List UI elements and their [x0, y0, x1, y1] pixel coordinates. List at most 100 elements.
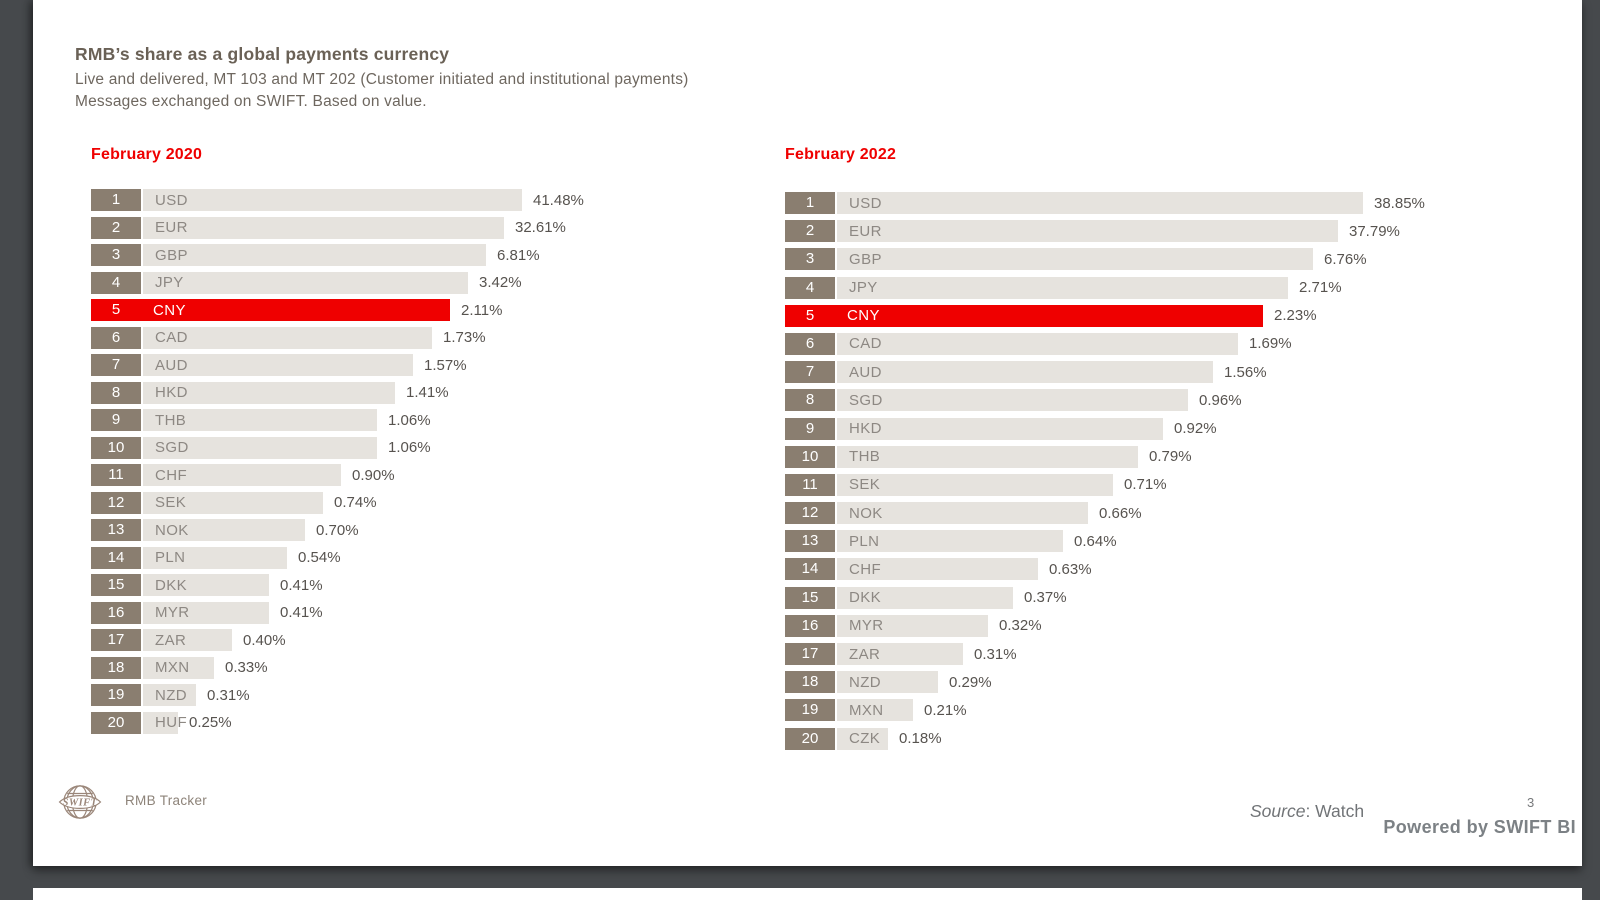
rank-badge: 5 [91, 299, 141, 321]
chart-title-february-2022: February 2022 [785, 146, 897, 163]
chart-row: 15 DKK 0.37% [785, 586, 1425, 609]
chart-row: 16 MYR 0.32% [785, 614, 1425, 637]
currency-bar: NZD [143, 684, 196, 706]
currency-bar: HKD [143, 381, 395, 404]
source-value: : Watch [1305, 801, 1365, 821]
currency-bar: AUD [837, 361, 1213, 384]
rank-badge: 9 [91, 409, 141, 431]
chart-row: 7 AUD 1.56% [785, 361, 1425, 384]
chart-row: 3 GBP 6.76% [785, 248, 1425, 271]
chart-row: 1 USD 38.85% [785, 192, 1425, 214]
currency-bar: CHF [837, 558, 1038, 581]
value-label: 0.71% [1124, 476, 1167, 494]
chart-row: 19 NZD 0.31% [91, 684, 584, 706]
rmb-tracker-label: RMB Tracker [125, 793, 208, 808]
next-page-edge [33, 888, 1582, 900]
value-label: 0.31% [974, 645, 1017, 663]
value-label: 0.74% [334, 494, 377, 511]
currency-label: ZAR [849, 645, 881, 663]
currency-bar: HUF [143, 711, 187, 734]
currency-label: CAD [849, 335, 882, 353]
rank-badge: 1 [91, 189, 141, 211]
chart-row: 8 HKD 1.41% [91, 381, 584, 404]
chart-row: 19 MXN 0.21% [785, 699, 1425, 722]
chart-row: 10 SGD 1.06% [91, 436, 584, 459]
currency-bar: ZAR [837, 643, 963, 665]
currency-label: CZK [849, 730, 881, 748]
currency-label: SEK [849, 476, 881, 494]
rank-badge: 19 [91, 684, 141, 706]
rank-badge: 18 [91, 656, 141, 679]
chart-row: 9 THB 1.06% [91, 409, 584, 431]
currency-label: CNY [847, 307, 880, 325]
rank-badge: 9 [785, 417, 835, 440]
rank-badge: 11 [785, 473, 835, 496]
currency-label: DKK [849, 589, 882, 607]
currency-label: MYR [849, 617, 884, 635]
value-label: 2.71% [1299, 279, 1342, 297]
value-label: 37.79% [1349, 222, 1400, 240]
slide-subtitle-line2: Messages exchanged on SWIFT. Based on va… [75, 93, 427, 110]
rank-badge: 8 [91, 381, 141, 404]
rank-badge: 6 [91, 326, 141, 349]
chart-row: 20 HUF 0.25% [91, 711, 584, 734]
highlight-currency-bar: CNY [835, 304, 1263, 327]
chart-row: 14 PLN 0.54% [91, 546, 584, 569]
chart-rows: 1 USD 38.85% 2 EUR 37.79% 3 GBP 6.76% 4 JPY 2.71% 5 C… [785, 192, 1425, 750]
chart-rows: 1 USD 41.48% 2 EUR 32.61% 3 GBP 6.81% 4 JPY 3.42% 5 C… [91, 189, 584, 734]
currency-label: USD [849, 194, 882, 212]
value-label: 0.37% [1024, 589, 1067, 607]
currency-label: EUR [849, 222, 882, 240]
chart-row: 18 NZD 0.29% [785, 671, 1425, 694]
rank-badge: 12 [785, 502, 835, 525]
value-label: 1.06% [388, 439, 431, 456]
rank-badge: 6 [785, 332, 835, 355]
chart-row: 13 PLN 0.64% [785, 530, 1425, 553]
rank-badge: 3 [785, 248, 835, 271]
currency-bar: MYR [143, 601, 269, 624]
value-label: 0.79% [1149, 448, 1192, 466]
rank-badge: 13 [91, 519, 141, 541]
currency-bar: CZK [837, 727, 888, 750]
chart-row: 11 CHF 0.90% [91, 464, 584, 486]
chart-row: 14 CHF 0.63% [785, 558, 1425, 581]
currency-bar: EUR [837, 220, 1338, 243]
currency-bar: MXN [837, 699, 913, 722]
currency-label: CNY [153, 301, 186, 319]
currency-bar: GBP [143, 244, 486, 266]
value-label: 0.32% [999, 617, 1042, 635]
rank-badge: 10 [785, 445, 835, 468]
chart-row: 4 JPY 3.42% [91, 271, 584, 294]
value-label: 1.56% [1224, 363, 1267, 381]
powered-by-text: Powered by SWIFT BI [1383, 817, 1576, 837]
swift-logo-word: SWIFT [63, 798, 98, 809]
chart-row: 2 EUR 32.61% [91, 216, 584, 239]
value-label: 1.06% [388, 411, 431, 429]
value-label: 38.85% [1374, 194, 1425, 212]
value-label: 0.18% [899, 730, 942, 748]
chart-row: 1 USD 41.48% [91, 189, 584, 211]
currency-bar: NZD [837, 671, 938, 694]
value-label: 1.69% [1249, 335, 1292, 353]
currency-label: HUF [155, 714, 188, 731]
rank-badge: 16 [785, 614, 835, 637]
currency-label: PLN [155, 549, 186, 566]
rank-badge: 7 [91, 354, 141, 376]
currency-label: MYR [155, 604, 190, 621]
chart-row: 16 MYR 0.41% [91, 601, 584, 624]
value-label: 0.33% [225, 659, 268, 676]
currency-bar: GBP [837, 248, 1313, 271]
value-label: 0.41% [280, 604, 323, 621]
page-number: 3 [1527, 795, 1535, 810]
currency-bar: HKD [837, 417, 1163, 440]
rank-badge: 7 [785, 361, 835, 384]
chart-row: 2 EUR 37.79% [785, 220, 1425, 243]
rank-badge: 18 [785, 671, 835, 694]
rank-badge: 4 [785, 276, 835, 299]
currency-bar: EUR [143, 216, 504, 239]
currency-label: AUD [849, 363, 882, 381]
rank-badge: 8 [785, 389, 835, 412]
chart-row: 6 CAD 1.69% [785, 332, 1425, 355]
currency-label: HKD [849, 420, 882, 437]
